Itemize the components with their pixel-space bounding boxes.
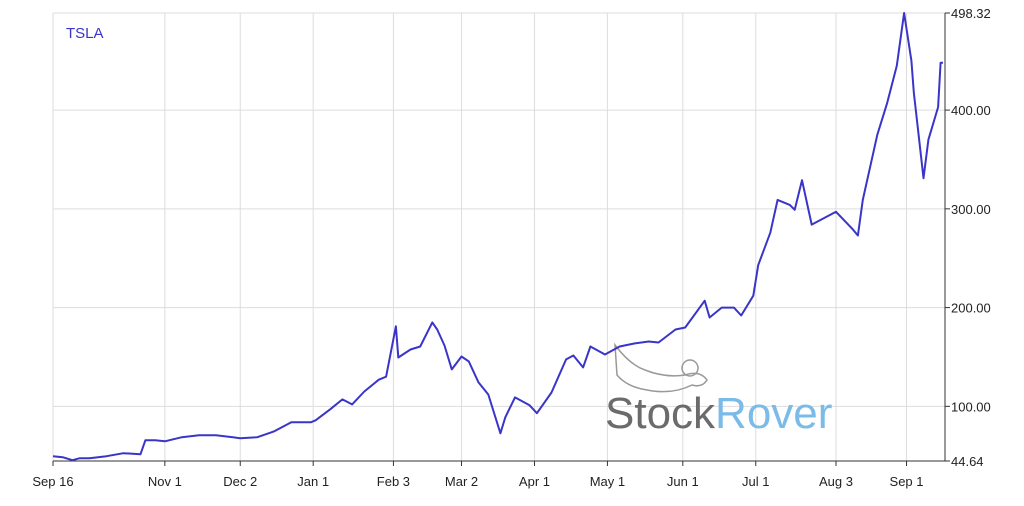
watermark: StockRover — [605, 342, 832, 438]
x-tick-label: Jun 1 — [667, 474, 699, 489]
x-tick-label: Dec 2 — [223, 474, 257, 489]
y-tick-label: 44.64 — [951, 454, 984, 469]
watermark-part: Rover — [715, 389, 832, 438]
x-tick-label: Jul 1 — [742, 474, 769, 489]
watermark-dog — [614, 342, 708, 393]
x-tick-label: May 1 — [590, 474, 625, 489]
x-tick-label: Mar 2 — [445, 474, 478, 489]
grid — [52, 12, 945, 462]
watermark-part: Stock — [605, 389, 716, 438]
x-tick-label: Sep 16 — [32, 474, 73, 489]
x-tick-label: Jan 1 — [297, 474, 329, 489]
legend-label: TSLA — [66, 25, 104, 42]
x-tick-label: Aug 3 — [819, 474, 853, 489]
line — [52, 12, 943, 462]
x-tick-label: Sep 1 — [890, 474, 924, 489]
y-tick-label: 498.32 — [951, 6, 991, 21]
x-tick-label: Nov 1 — [148, 474, 182, 489]
x-tick-label: Feb 3 — [377, 474, 410, 489]
x-tick-label: Apr 1 — [519, 474, 550, 489]
y-tick-label: 100.00 — [951, 399, 991, 414]
watermark-text: StockRover — [605, 389, 832, 438]
y-tick-label: 300.00 — [951, 202, 991, 217]
y-tick-label: 400.00 — [951, 103, 991, 118]
y-tick-label: 200.00 — [951, 301, 991, 316]
